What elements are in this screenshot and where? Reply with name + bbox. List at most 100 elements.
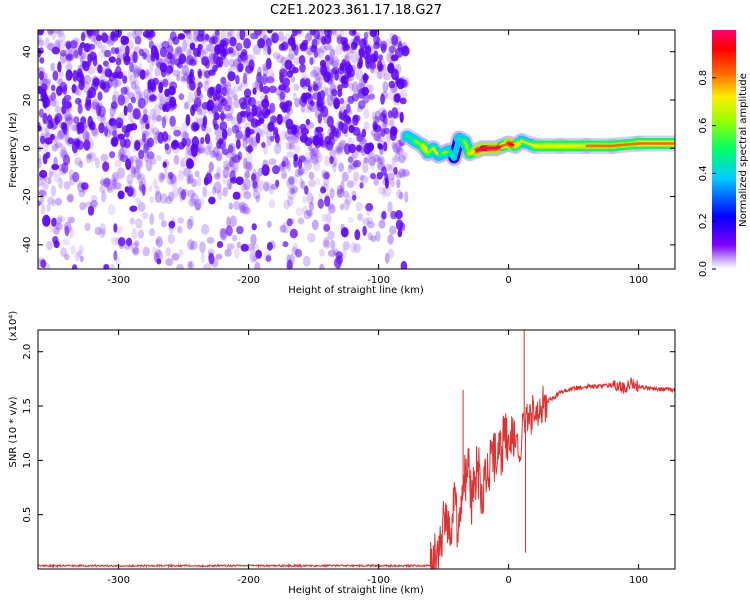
noise-blob bbox=[347, 217, 354, 223]
noise-blob bbox=[87, 205, 95, 216]
noise-blob bbox=[329, 187, 335, 199]
noise-blob bbox=[46, 203, 51, 213]
noise-blob bbox=[47, 42, 55, 51]
noise-blob bbox=[131, 228, 138, 240]
noise-blob bbox=[343, 198, 350, 211]
snr-frame bbox=[37, 329, 676, 570]
noise-blob bbox=[114, 160, 122, 168]
noise-blob bbox=[286, 70, 293, 78]
noise-blob bbox=[303, 210, 312, 220]
noise-blob bbox=[50, 84, 56, 92]
noise-blob bbox=[139, 118, 147, 125]
noise-blob bbox=[328, 56, 335, 66]
noise-blob bbox=[97, 64, 103, 74]
noise-blob bbox=[265, 37, 272, 48]
noise-blob bbox=[55, 99, 60, 107]
noise-blob bbox=[119, 137, 127, 148]
noise-blob bbox=[381, 210, 387, 220]
noise-blob bbox=[266, 76, 275, 84]
noise-blob bbox=[77, 103, 83, 114]
noise-blob bbox=[330, 30, 337, 35]
noise-blob bbox=[226, 32, 233, 41]
noise-blob bbox=[227, 89, 235, 101]
noise-blob bbox=[239, 51, 248, 62]
noise-blob bbox=[159, 95, 167, 107]
noise-blob bbox=[255, 78, 260, 91]
noise-blob bbox=[91, 30, 100, 36]
noise-blob bbox=[100, 177, 107, 186]
noise-blob bbox=[288, 177, 294, 186]
noise-blob bbox=[399, 79, 408, 88]
noise-blob bbox=[300, 127, 309, 135]
noise-blob bbox=[334, 145, 343, 156]
noise-blob bbox=[128, 40, 134, 50]
noise-blob bbox=[235, 176, 244, 185]
noise-blob bbox=[248, 136, 254, 148]
noise-blob bbox=[340, 180, 345, 193]
noise-blob bbox=[383, 73, 391, 81]
noise-blob bbox=[115, 79, 122, 87]
noise-blob bbox=[48, 42, 56, 52]
noise-blob bbox=[199, 49, 207, 62]
noise-blob bbox=[149, 196, 155, 204]
noise-blob bbox=[133, 167, 140, 178]
snr-y-unit: (x10⁴) bbox=[8, 311, 19, 342]
noise-blob bbox=[311, 147, 319, 157]
noise-blob bbox=[280, 95, 285, 106]
noise-blob bbox=[336, 188, 345, 198]
noise-blob bbox=[307, 142, 313, 152]
noise-blob bbox=[128, 156, 134, 165]
noise-blob bbox=[136, 168, 142, 181]
noise-blob bbox=[80, 182, 89, 191]
noise-blob bbox=[314, 109, 322, 119]
noise-blob bbox=[278, 162, 285, 171]
noise-blob bbox=[186, 142, 191, 150]
noise-blob bbox=[112, 90, 120, 103]
noise-blob bbox=[191, 156, 198, 167]
noise-blob bbox=[137, 68, 143, 77]
noise-blob bbox=[73, 116, 80, 124]
noise-blob bbox=[232, 161, 239, 173]
colorbar-tick-label: 0.2 bbox=[698, 213, 709, 229]
noise-blob bbox=[156, 114, 162, 122]
noise-blob bbox=[214, 34, 221, 43]
noise-blob bbox=[235, 74, 240, 85]
noise-blob bbox=[117, 190, 125, 200]
noise-blob bbox=[245, 126, 251, 138]
noise-blob bbox=[363, 156, 369, 164]
noise-blob bbox=[111, 120, 118, 130]
noise-blob bbox=[266, 135, 272, 147]
noise-blob bbox=[287, 37, 296, 46]
noise-blob bbox=[373, 124, 382, 133]
noise-blob bbox=[293, 83, 300, 91]
noise-blob bbox=[352, 114, 359, 126]
noise-blob bbox=[110, 47, 117, 55]
noise-blob bbox=[230, 176, 238, 184]
noise-blob bbox=[282, 103, 288, 113]
noise-blob bbox=[204, 126, 212, 134]
noise-blob bbox=[288, 140, 296, 151]
noise-blob bbox=[67, 216, 76, 224]
noise-blob bbox=[135, 218, 143, 229]
noise-blob bbox=[193, 97, 202, 108]
noise-blob bbox=[266, 241, 273, 251]
noise-blob bbox=[162, 114, 168, 124]
noise-blob bbox=[93, 83, 100, 90]
noise-blob bbox=[369, 46, 376, 57]
noise-blob bbox=[204, 59, 211, 69]
noise-blob bbox=[38, 145, 42, 153]
noise-blob bbox=[224, 80, 232, 88]
noise-blob bbox=[42, 262, 51, 269]
noise-blob bbox=[122, 75, 128, 84]
noise-blob bbox=[254, 100, 264, 112]
noise-blob bbox=[366, 30, 375, 35]
noise-blob bbox=[356, 133, 364, 143]
noise-blob bbox=[324, 44, 333, 51]
noise-blob bbox=[233, 93, 238, 101]
noise-blob bbox=[377, 60, 383, 72]
noise-blob bbox=[362, 217, 370, 225]
noise-blob bbox=[158, 91, 164, 102]
noise-blob bbox=[258, 117, 265, 125]
noise-blob bbox=[305, 105, 312, 114]
noise-blob bbox=[310, 100, 315, 107]
